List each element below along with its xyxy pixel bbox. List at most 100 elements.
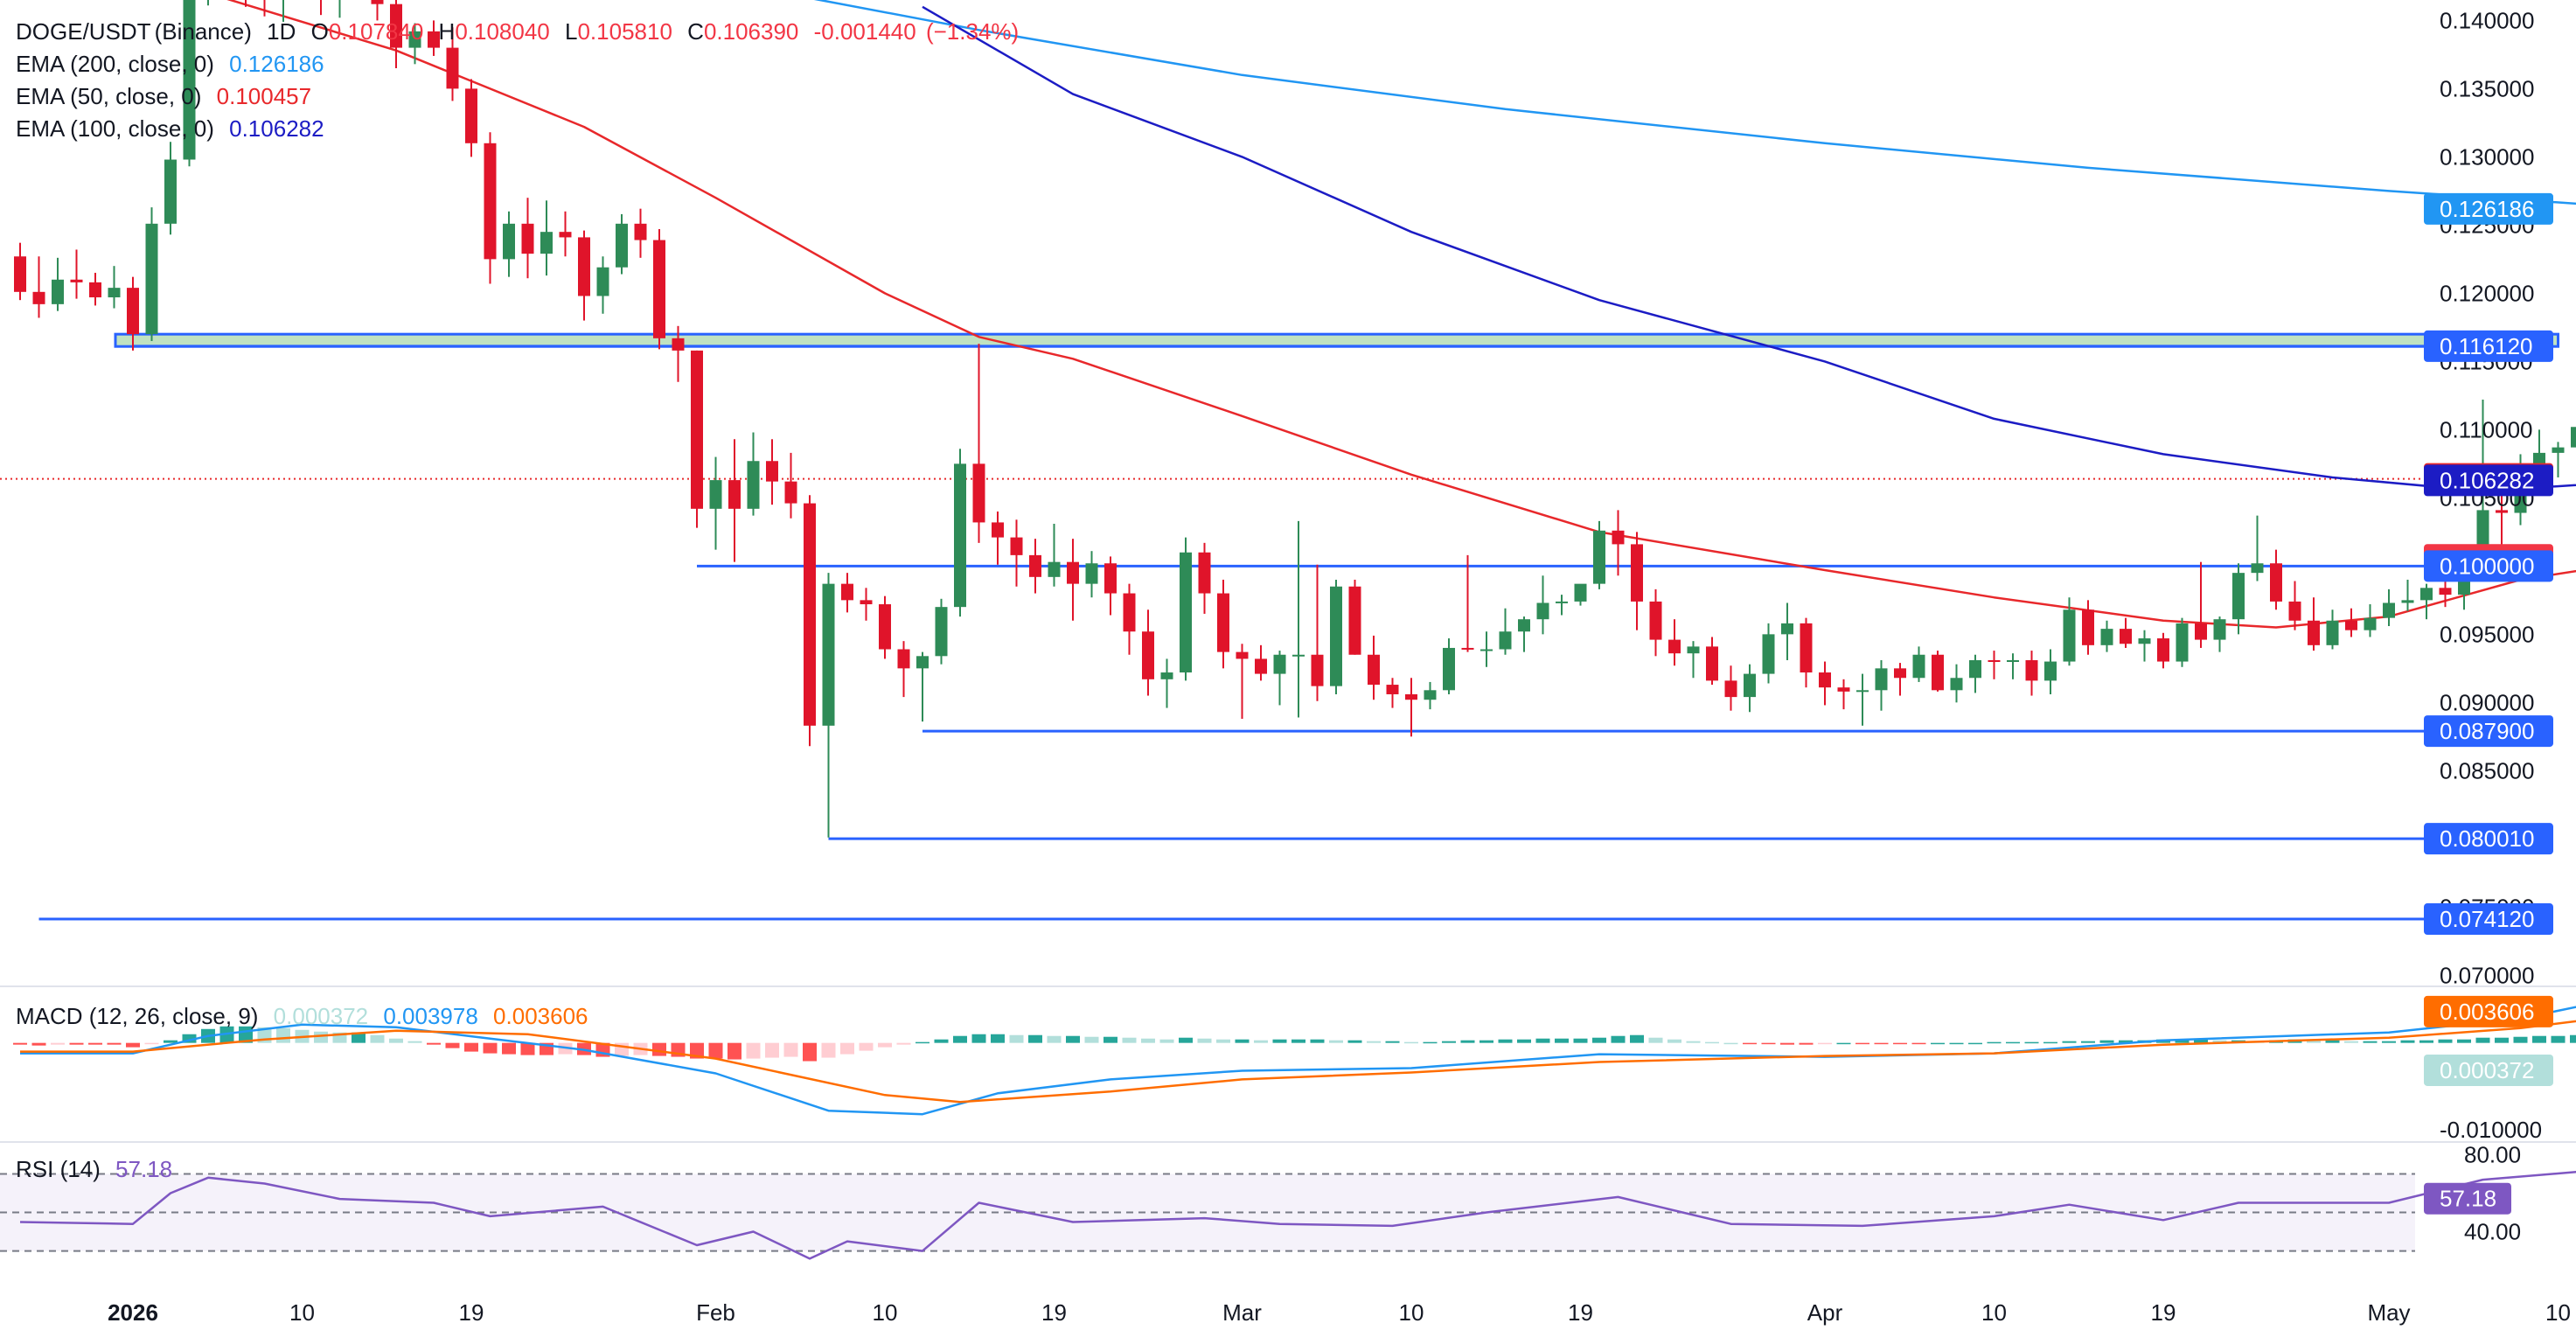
ema200-legend-name: EMA (200, close, 0) <box>16 51 214 77</box>
macd-histogram-bar <box>520 1042 535 1055</box>
macd-histogram-bar <box>1423 1041 1438 1044</box>
macd-histogram-bar <box>1743 1042 1757 1045</box>
price-tag-text: 0.087900 <box>2440 718 2534 744</box>
candle-body <box>1950 678 1963 691</box>
candle-body <box>2308 620 2320 645</box>
candle <box>1631 532 1643 630</box>
macd-histogram-bar <box>1498 1039 1513 1043</box>
candle-body <box>1668 639 1681 654</box>
macd-histogram-bar <box>427 1042 441 1045</box>
macd-histogram-bar <box>332 1032 347 1043</box>
candle <box>145 207 158 341</box>
macd-histogram-bar <box>1404 1041 1418 1044</box>
candle-body <box>1706 646 1718 681</box>
candle-body <box>164 159 177 224</box>
macd-histogram-bar <box>728 1042 741 1060</box>
candle <box>2308 597 2320 651</box>
ema200-legend-row[interactable]: EMA (200, close, 0) 0.126186 <box>16 48 1027 80</box>
price-tag: 0.116120 <box>2424 330 2553 362</box>
macd-histogram-bar <box>2081 1041 2095 1043</box>
macd-histogram-bar <box>445 1042 460 1048</box>
candle <box>822 573 835 838</box>
candle-body <box>897 649 910 669</box>
macd-histogram-bar <box>13 1042 27 1045</box>
candle <box>2326 609 2339 650</box>
macd-histogram-bar <box>2344 1041 2358 1043</box>
candle <box>1273 651 1286 706</box>
candle-body <box>1499 631 1512 650</box>
ema50-legend-row[interactable]: EMA (50, close, 0) 0.100457 <box>16 80 1027 113</box>
macd-signal-value: 0.003606 <box>493 1003 588 1029</box>
time-tick-label: 19 <box>1568 1299 1593 1326</box>
price-tag: 0.074120 <box>2424 903 2553 936</box>
time-tick-label: May <box>2367 1299 2410 1326</box>
resistance-zone <box>114 332 2559 348</box>
rsi-legend[interactable]: RSI (14) 57.18 <box>16 1156 181 1183</box>
candle <box>954 449 966 617</box>
macd-histogram-bar <box>971 1034 986 1043</box>
candle-body <box>1762 634 1775 674</box>
candle-body <box>879 604 891 650</box>
macd-legend[interactable]: MACD (12, 26, close, 9) 0.000372 0.00397… <box>16 1003 597 1030</box>
macd-histogram-bar <box>1216 1039 1230 1043</box>
candle-body <box>2326 620 2339 645</box>
candle <box>2345 608 2357 637</box>
macd-histogram-bar <box>2363 1041 2378 1043</box>
ema100-legend-row[interactable]: EMA (100, close, 0) 0.106282 <box>16 113 1027 145</box>
macd-histogram-bar <box>1573 1038 1588 1043</box>
candle <box>1405 678 1417 737</box>
candle <box>1048 523 1061 587</box>
macd-histogram-bar <box>1291 1039 1305 1043</box>
candle-body <box>578 237 590 296</box>
candle-body <box>916 656 929 669</box>
symbol-label[interactable]: DOGE/USDT <box>16 18 151 45</box>
macd-histogram-bar <box>2099 1040 2114 1043</box>
macd-histogram-bar <box>2532 1035 2546 1043</box>
macd-histogram-bar <box>878 1042 892 1048</box>
candle-body <box>2082 609 2094 645</box>
symbol-row: DOGE/USDT (Binance) 1D O0.107840 H0.10804… <box>16 18 1020 45</box>
macd-histogram-bar <box>1911 1042 1926 1045</box>
candle <box>1180 537 1192 681</box>
candle-body <box>89 282 101 298</box>
interval-label[interactable]: 1D <box>267 18 296 45</box>
macd-histogram-bar <box>1705 1041 1719 1044</box>
candle-body <box>2195 623 2207 640</box>
candle <box>1368 635 1380 700</box>
candle-body <box>2420 588 2433 601</box>
macd-histogram-bar <box>1272 1039 1287 1043</box>
candle <box>1104 556 1117 616</box>
candle <box>1386 678 1399 708</box>
candle <box>1480 631 1493 667</box>
candle-body <box>860 600 873 605</box>
macd-histogram-bar <box>821 1042 836 1058</box>
candle-body <box>954 463 966 608</box>
macd-histogram-bar <box>840 1042 854 1055</box>
candle <box>1593 520 1605 589</box>
macd-histogram-bar <box>2551 1035 2566 1043</box>
candle <box>2138 630 2151 662</box>
candle-body <box>1217 593 1229 652</box>
macd-histogram-bar <box>1460 1040 1475 1043</box>
price-tag-text: 57.18 <box>2440 1186 2496 1212</box>
price-tag-bg <box>2424 715 2553 748</box>
candle <box>1894 663 1906 696</box>
candle-body <box>1311 654 1324 686</box>
rsi-tick-label: 40.00 <box>2464 1219 2521 1245</box>
candle <box>2176 617 2189 667</box>
macd-histogram-bar <box>1987 1041 2002 1044</box>
candle <box>2082 600 2094 655</box>
macd-histogram-bar <box>2006 1041 2020 1044</box>
candle <box>1612 510 1625 576</box>
candle <box>1969 654 1981 693</box>
macd-histogram-bar <box>31 1042 46 1046</box>
candle <box>841 573 853 613</box>
candle-body <box>2100 629 2113 645</box>
candle-body <box>2496 510 2508 513</box>
price-tag: 0.087900 <box>2424 715 2553 748</box>
candle-body <box>2044 661 2057 681</box>
macd-histogram-bar <box>2400 1040 2415 1043</box>
candle <box>1762 623 1775 684</box>
candle <box>1800 617 1813 688</box>
